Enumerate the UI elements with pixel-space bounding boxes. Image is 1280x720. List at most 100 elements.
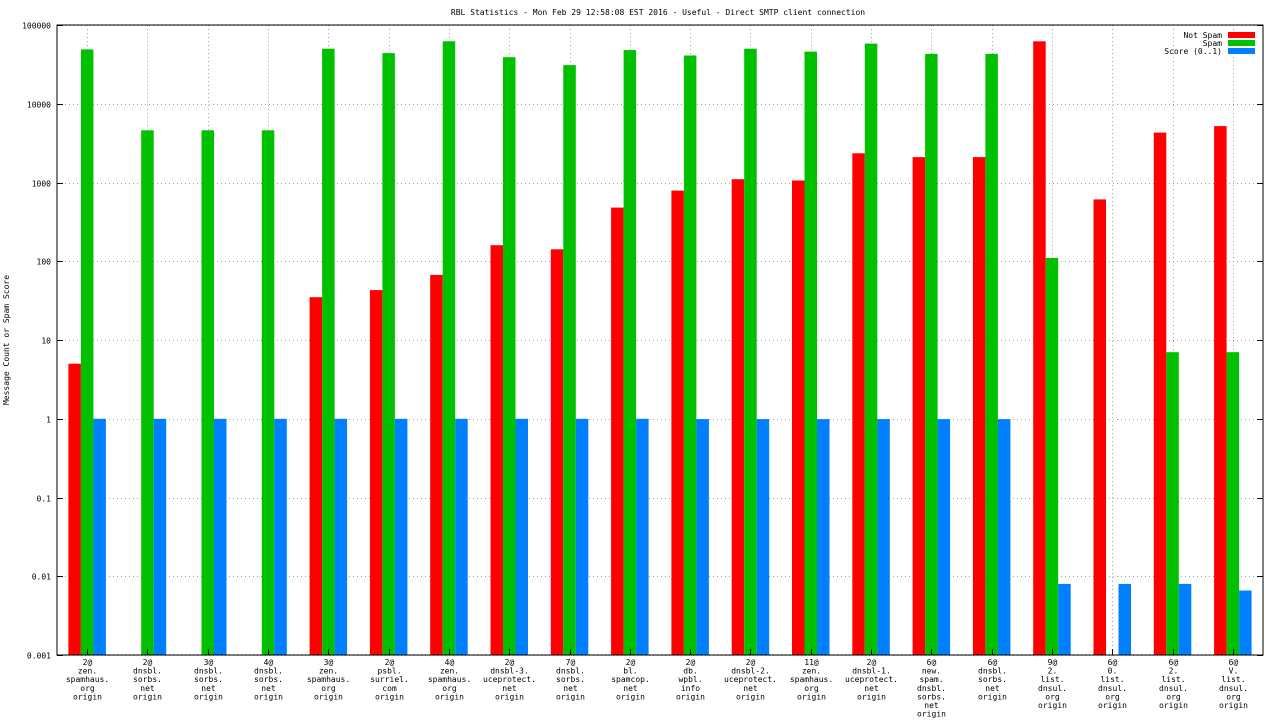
bar-spam <box>442 41 456 656</box>
x-tick-label-line: org <box>442 684 457 693</box>
x-tick-label-line: origin <box>556 692 585 701</box>
bar-spam <box>804 51 817 656</box>
bar-score-0-1 <box>1239 590 1252 655</box>
bars <box>68 41 1252 656</box>
x-tick-label: 2@ dnsbl-2. uceprotect. net origin <box>724 658 777 701</box>
x-tick-label-line: origin <box>736 692 765 701</box>
bar-not-spam <box>309 297 323 655</box>
legend-label: Not Spam <box>1183 31 1222 40</box>
x-tick-label-line: 2@ <box>626 658 636 667</box>
x-tick-label-line: spamcop. <box>611 675 650 684</box>
x-tick-label-line: net <box>261 684 276 693</box>
bar-spam <box>925 53 938 655</box>
bar-spam <box>744 48 757 655</box>
x-tick-label-line: 4@ <box>445 658 455 667</box>
x-tick-label-line: dnsbl. <box>133 667 162 676</box>
x-tick-label-line: 6@ <box>927 658 937 667</box>
bar-score-0-1 <box>1178 583 1192 655</box>
x-tick-label-line: spamhaus. <box>790 675 833 684</box>
bar-score-0-1 <box>153 418 167 656</box>
x-tick-label-line: dnsbl. <box>917 684 946 693</box>
bar-not-spam <box>912 157 926 655</box>
x-tick-label: 3@ dnsbl. sorbs. net origin <box>194 658 223 701</box>
x-tick-label-line: 3@ <box>324 658 334 667</box>
x-tick-label-line: 9@ <box>1048 658 1058 667</box>
y-tick-label: 100 <box>37 258 52 267</box>
x-tick-label-line: 2@ <box>686 658 696 667</box>
chart-title: RBL Statistics - Mon Feb 29 12:58:08 EST… <box>451 8 865 17</box>
legend-swatch <box>1228 32 1255 38</box>
x-tick-label-line: sorbs. <box>194 675 223 684</box>
x-tick-label-line: 6@ <box>1108 658 1118 667</box>
bar-score-0-1 <box>455 418 468 656</box>
x-tick-label-line: new. <box>922 667 941 676</box>
x-tick-label-line: zen. <box>440 667 459 676</box>
x-tick-label: 4@ dnsbl. sorbs. net origin <box>254 658 283 701</box>
x-tick-label-line: 2@ <box>83 658 93 667</box>
x-tick-label-line: list. <box>1040 675 1064 684</box>
x-tick-label-line: 2. <box>1169 667 1179 676</box>
bar-spam <box>201 130 214 656</box>
bar-not-spam <box>550 249 564 656</box>
x-tick-label-line: 2@ <box>867 658 877 667</box>
bar-score-0-1 <box>636 418 649 656</box>
bar-spam <box>1166 352 1179 655</box>
bar-not-spam <box>792 180 805 655</box>
x-tick-label-line: origin <box>1219 701 1248 710</box>
x-tick-label-line: 7@ <box>566 658 576 667</box>
y-tick-label: 1000 <box>32 180 51 189</box>
bar-not-spam <box>369 290 383 655</box>
x-tick-label-line: origin <box>495 692 524 701</box>
x-tick-label-line: org <box>80 684 95 693</box>
bar-not-spam <box>1214 126 1227 656</box>
bar-score-0-1 <box>93 418 106 656</box>
x-tick-label: 7@ dnsbl. sorbs. net origin <box>556 658 585 701</box>
x-tick-label-line: 2@ <box>746 658 756 667</box>
x-tick-label-line: zen. <box>802 667 821 676</box>
x-tick-label-line: origin <box>797 692 826 701</box>
x-tick-label-line: list. <box>1161 675 1185 684</box>
x-tick-label-line: origin <box>1038 701 1067 710</box>
x-tick-label-line: org <box>1226 692 1241 701</box>
x-tick-label-line: spam. <box>919 675 943 684</box>
x-tick-label-line: net <box>985 684 1000 693</box>
legend-swatch <box>1228 48 1255 54</box>
bar-spam <box>261 130 275 656</box>
x-tick-label-line: origin <box>314 692 343 701</box>
x-tick-label-line: dnsbl-3. <box>490 667 529 676</box>
x-tick-label-line: sorbs. <box>917 692 946 701</box>
x-tick-label-line: dnsbl. <box>556 667 585 676</box>
bar-spam <box>1226 352 1240 655</box>
x-tick-label-line: origin <box>73 692 102 701</box>
x-tick-label: 2@ zen. spamhaus. org origin <box>66 658 109 701</box>
bar-not-spam <box>430 274 443 655</box>
y-tick-label: 0.1 <box>37 495 52 504</box>
bar-score-0-1 <box>696 419 709 655</box>
x-tick-label-line: org <box>1166 692 1181 701</box>
legend-label: Score (0..1) <box>1164 47 1222 56</box>
bar-score-0-1 <box>575 418 589 656</box>
x-tick-label-line: dnsbl. <box>194 667 223 676</box>
bar-score-0-1 <box>1118 583 1131 655</box>
x-tick-label-line: 2@ <box>143 658 153 667</box>
x-tick-label: 9@ 2. list. dnsul. org origin <box>1038 658 1067 710</box>
x-tick-label-line: origin <box>133 692 162 701</box>
bar-spam <box>683 55 697 655</box>
x-tick-label: 2@ dnsbl-3. uceprotect. net origin <box>483 658 536 701</box>
x-tick-label-line: org <box>1105 692 1120 701</box>
x-tick-label-line: db. <box>683 667 697 676</box>
bar-score-0-1 <box>334 418 348 656</box>
x-tick-label: 2@ psbl. surriel. com origin <box>370 658 409 701</box>
grid-lines <box>57 25 1263 656</box>
x-tick-label: 2@ db. wpbl. info origin <box>676 658 705 701</box>
x-tick-label-line: 2. <box>1048 667 1058 676</box>
x-tick-label: 6@ V. list. dnsul. org origin <box>1219 658 1248 710</box>
x-tick-label-line: zen. <box>78 667 97 676</box>
x-tick-label-line: origin <box>978 692 1007 701</box>
x-tick-label-line: dnsbl. <box>254 667 283 676</box>
x-tick-label: 2@ dnsbl-1. uceprotect. net origin <box>845 658 898 701</box>
x-tick-label-line: 2@ <box>505 658 515 667</box>
x-tick-label-line: spamhaus. <box>307 675 350 684</box>
